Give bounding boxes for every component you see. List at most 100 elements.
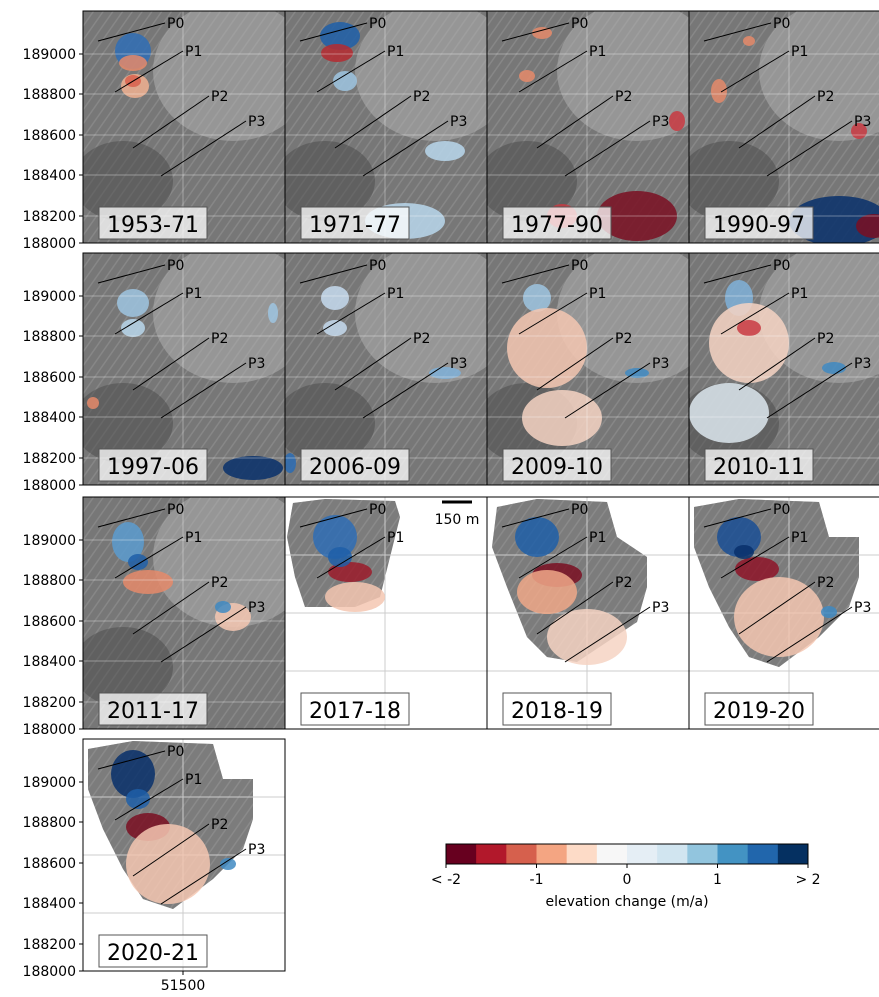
profile-line <box>316 50 386 93</box>
profile-label: P2 <box>817 575 834 591</box>
change-patch <box>425 141 465 161</box>
profile-line <box>501 264 570 284</box>
colorbar-swatch <box>657 844 688 864</box>
colorbar-tick-label: 0 <box>623 872 632 888</box>
profile-label: P3 <box>248 600 265 616</box>
y-tick-label: 188000 <box>23 478 76 494</box>
change-patch <box>117 289 149 317</box>
profile-label: P3 <box>248 356 265 372</box>
profile-line <box>738 337 816 391</box>
profile-line <box>299 508 368 528</box>
profile-line <box>564 606 651 663</box>
y-tick-label: 189000 <box>23 47 76 63</box>
colorbar-swatch <box>476 844 507 864</box>
y-tick-label: 189000 <box>23 533 76 549</box>
y-tick-label: 188600 <box>23 370 76 386</box>
profile-line <box>518 50 588 93</box>
profile-line <box>132 95 210 149</box>
profile-label: P2 <box>615 575 632 591</box>
profile-label: P2 <box>211 817 228 833</box>
period-label: 2009-10 <box>511 455 603 480</box>
profile-label: P1 <box>185 44 202 60</box>
colorbar-swatch <box>446 844 477 864</box>
profile-label: P3 <box>652 114 669 130</box>
period-label: 2011-17 <box>107 699 199 724</box>
change-patch <box>822 362 846 374</box>
profile-line <box>97 22 166 42</box>
change-patch <box>121 319 145 337</box>
change-patch <box>547 609 627 665</box>
colorbar-tick-label: < -2 <box>431 872 461 888</box>
colorbar-tick-label: 1 <box>713 872 722 888</box>
profile-label: P0 <box>369 258 386 274</box>
profile-line <box>160 848 247 905</box>
change-patch <box>313 515 357 559</box>
profile-label: P3 <box>652 600 669 616</box>
colorbar-swatch <box>717 844 749 864</box>
change-patch <box>220 858 236 870</box>
profile-label: P3 <box>450 114 467 130</box>
profile-line <box>766 362 853 419</box>
y-tick-label: 188000 <box>23 236 76 252</box>
profile-line <box>114 292 184 335</box>
profile-label: P1 <box>791 530 808 546</box>
profile-line <box>720 536 790 579</box>
colorbar-swatch <box>747 844 779 864</box>
change-patch <box>743 36 755 46</box>
change-patch <box>128 554 148 570</box>
change-patch <box>851 123 867 139</box>
change-patch <box>523 284 551 312</box>
profile-label: P1 <box>387 286 404 302</box>
profile-line <box>316 536 386 579</box>
change-patch <box>126 824 210 904</box>
change-patch <box>522 390 602 446</box>
profile-label: P0 <box>773 258 790 274</box>
change-patch <box>111 750 155 798</box>
profile-line <box>132 823 210 877</box>
profile-line <box>160 120 247 177</box>
change-patch <box>734 545 754 559</box>
profile-line <box>703 264 772 284</box>
profile-line <box>766 606 853 663</box>
y-tick-label: 188800 <box>23 329 76 345</box>
period-label: 1977-90 <box>511 213 603 238</box>
y-axis-labels: 189000 188800 188600 188400 188200 188000 1890… <box>23 47 83 980</box>
change-patch <box>285 453 296 473</box>
profile-label: P1 <box>387 530 404 546</box>
change-patch <box>735 557 779 581</box>
change-patch <box>737 320 761 336</box>
change-patch <box>821 606 837 618</box>
change-patch <box>597 191 677 241</box>
y-tick-label: 188200 <box>23 937 76 953</box>
change-patch <box>268 303 278 323</box>
change-patch <box>321 44 353 62</box>
profile-line <box>501 22 570 42</box>
scale-bar: 150 m <box>435 500 480 528</box>
profile-line <box>160 362 247 419</box>
profile-line <box>720 292 790 335</box>
profile-label: P3 <box>248 842 265 858</box>
profile-label: P1 <box>185 772 202 788</box>
scale-bar-label: 150 m <box>435 512 480 528</box>
period-label: 1971-77 <box>309 213 401 238</box>
profile-label: P2 <box>413 89 430 105</box>
colorbar-tick-label: -1 <box>530 872 544 888</box>
colorbar-swatch <box>687 844 718 864</box>
change-patch <box>123 570 173 594</box>
period-label: 2006-09 <box>309 455 401 480</box>
change-patch <box>112 522 144 562</box>
profile-label: P2 <box>413 331 430 347</box>
profile-line <box>334 337 412 391</box>
y-tick-label: 188200 <box>23 451 76 467</box>
change-patch <box>734 577 824 657</box>
panel-grid: P0P1P2P31953-71P0P1P2P31971-77P0P1P2P319… <box>82 10 879 972</box>
profile-label: P1 <box>589 44 606 60</box>
profile-label: P2 <box>211 331 228 347</box>
profile-label: P1 <box>387 44 404 60</box>
profile-line <box>536 581 614 635</box>
